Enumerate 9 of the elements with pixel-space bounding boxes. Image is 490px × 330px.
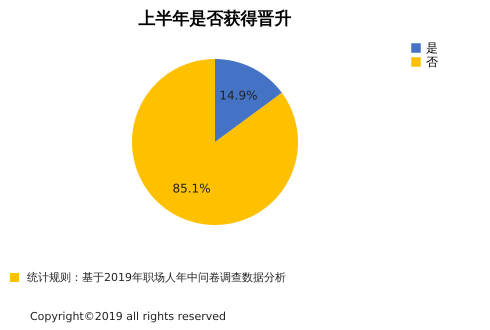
legend-label: 是 [426, 41, 438, 55]
data-label: 14.9% [219, 88, 258, 103]
text: 统计规则：基于2019年职场人年中问卷调查数据分析 [27, 270, 286, 284]
text: Copyright©2019 all rights reserved [30, 310, 226, 323]
legend-label: 否 [426, 55, 438, 69]
chart-title: 上半年是否获得晋升 [138, 9, 292, 29]
pie-slice [215, 59, 282, 142]
pie-slice [132, 59, 298, 225]
data-label: 85.1% [172, 181, 211, 196]
